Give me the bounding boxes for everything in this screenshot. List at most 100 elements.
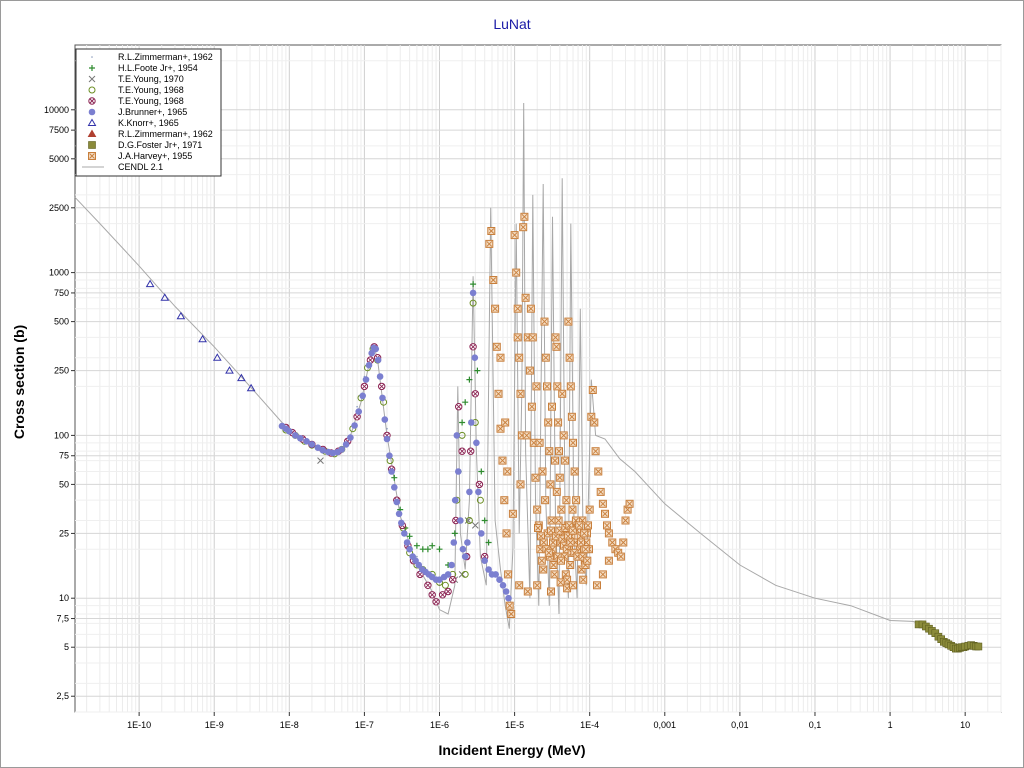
data-point xyxy=(533,505,542,514)
data-point xyxy=(498,456,507,465)
y-tick-label: 50 xyxy=(59,479,69,489)
data-point xyxy=(393,498,401,506)
data-point xyxy=(145,279,155,288)
data-point xyxy=(569,438,577,447)
data-point xyxy=(469,289,477,297)
data-point xyxy=(466,488,473,496)
data-point xyxy=(416,555,418,558)
data-point xyxy=(535,438,544,447)
data-point xyxy=(160,293,170,301)
data-point xyxy=(485,239,494,248)
legend-label: R.L.Zimmerman+, 1962 xyxy=(118,129,213,139)
data-point xyxy=(532,382,541,391)
data-point xyxy=(303,438,310,445)
data-point xyxy=(176,311,186,320)
legend-label: K.Knorr+, 1965 xyxy=(118,118,179,128)
data-point xyxy=(432,598,440,606)
data-point xyxy=(462,399,469,406)
data-point xyxy=(481,517,488,524)
data-point xyxy=(561,456,570,465)
data-point xyxy=(515,353,524,362)
data-point xyxy=(559,431,568,440)
chart-title: LuNat xyxy=(493,16,530,32)
x-tick-label: 0,1 xyxy=(809,720,822,730)
data-point xyxy=(565,353,574,362)
data-point xyxy=(540,317,549,326)
data-point xyxy=(566,382,575,391)
legend: R.L.Zimmerman+, 1962 H.L.Foote Jr+, 1954 T… xyxy=(75,48,222,177)
data-point xyxy=(541,496,550,505)
y-tick-label: 100 xyxy=(54,430,69,440)
data-point xyxy=(478,530,485,537)
data-point xyxy=(547,587,555,596)
data-point xyxy=(376,373,384,380)
data-point xyxy=(491,304,500,313)
data-point xyxy=(527,402,536,411)
data-point xyxy=(537,556,546,565)
data-point xyxy=(496,353,505,362)
data-point xyxy=(386,427,388,430)
data-point xyxy=(619,538,628,547)
data-point xyxy=(568,526,577,535)
data-point xyxy=(314,444,322,452)
data-point xyxy=(368,349,376,357)
data-point xyxy=(464,539,471,546)
data-point xyxy=(473,439,480,447)
data-point xyxy=(588,386,597,394)
legend-marker xyxy=(88,141,96,149)
y-tick-label: 7500 xyxy=(49,125,69,135)
data-point xyxy=(604,529,613,538)
data-point xyxy=(413,542,420,549)
legend-label: CENDL 2.1 xyxy=(118,162,163,172)
data-point xyxy=(292,432,299,439)
data-point xyxy=(485,539,492,546)
x-tick-label: 1 xyxy=(888,720,893,730)
plot-area xyxy=(74,44,1002,713)
data-point xyxy=(458,447,466,455)
data-point xyxy=(494,389,503,398)
data-point xyxy=(544,548,553,557)
legend-marker xyxy=(88,75,96,83)
x-tick-label: 1E-10 xyxy=(127,720,151,730)
y-tick-label: 500 xyxy=(54,317,69,327)
data-point xyxy=(470,281,477,288)
data-point xyxy=(342,441,350,448)
data-point xyxy=(467,447,475,455)
data-point xyxy=(496,576,503,583)
data-point xyxy=(386,452,393,460)
legend-marker xyxy=(87,118,97,126)
data-point xyxy=(621,516,630,525)
data-point xyxy=(569,581,577,590)
data-point xyxy=(557,505,566,514)
data-point xyxy=(558,389,567,398)
data-point xyxy=(355,408,363,415)
data-point xyxy=(502,588,510,595)
y-tick-label: 1000 xyxy=(49,268,69,278)
y-tick-label: 7,5 xyxy=(56,614,69,624)
y-tick-label: 2,5 xyxy=(56,691,69,701)
data-point xyxy=(465,517,473,524)
data-point xyxy=(552,487,561,496)
data-point xyxy=(351,422,358,429)
data-point xyxy=(596,487,605,496)
data-point xyxy=(521,293,530,302)
data-point xyxy=(391,484,398,491)
data-point xyxy=(553,382,562,391)
data-point xyxy=(522,431,531,440)
data-point xyxy=(471,354,479,362)
legend-marker xyxy=(88,97,96,105)
data-point xyxy=(545,447,554,456)
series-7 xyxy=(145,279,256,392)
data-point xyxy=(537,532,545,541)
data-point xyxy=(372,345,380,353)
data-point xyxy=(538,467,547,476)
data-point xyxy=(551,333,560,342)
data-point xyxy=(566,538,575,547)
data-point xyxy=(554,418,563,427)
data-point xyxy=(598,570,607,579)
data-point xyxy=(308,441,316,448)
data-point xyxy=(502,529,511,538)
legend-label: T.E.Young, 1968 xyxy=(118,85,184,95)
legend-label: T.E.Young, 1968 xyxy=(118,96,184,106)
legend-label: H.L.Foote Jr+, 1954 xyxy=(118,63,198,73)
